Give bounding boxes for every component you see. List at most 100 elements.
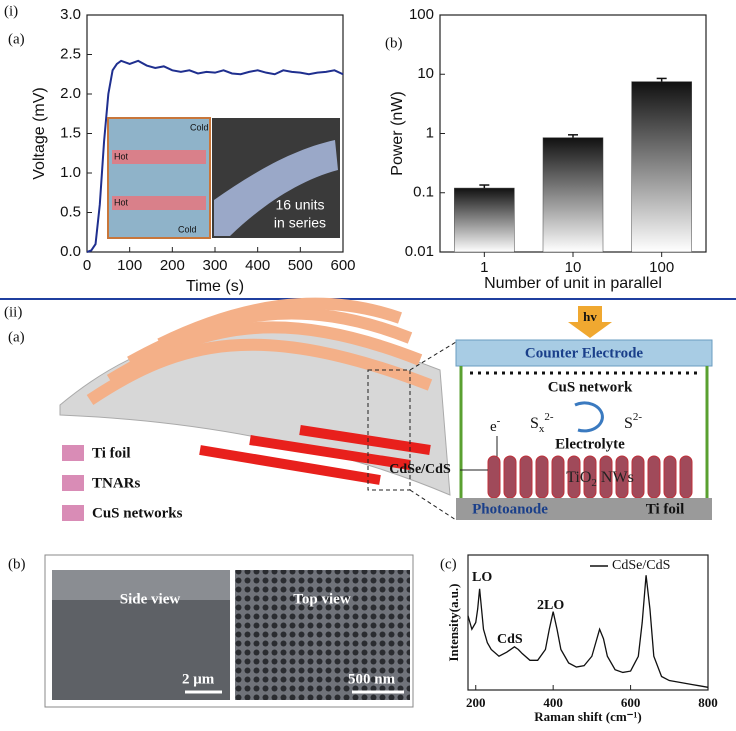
arm [214,140,338,236]
legend-swatch [62,505,84,521]
hot-band [112,196,206,210]
x-tick-label: 300 [202,257,227,274]
inset-label: Hot [114,151,129,161]
micrograph-label: Side view [120,591,181,607]
plot-frame [467,554,709,691]
y-tick-label: 3.0 [60,6,81,23]
x-tick-label: 100 [649,259,674,276]
y-axis-label: Power (nW) [389,91,406,175]
photoanode-label: Photoanode [472,501,548,517]
x-axis-label: Number of unit in parallel [484,275,662,292]
legend-label: CdSe/CdS [612,558,670,573]
x-tick-label: 10 [565,259,582,276]
micrograph-frame [44,554,414,708]
electrode-label: Counter Electrode [525,345,644,361]
tio2-label: TiO2 NWs [566,469,634,489]
legend-swatch [62,445,84,461]
y-tick-label: 1.5 [60,124,81,141]
stripe [86,338,433,405]
inset-label: Cold [190,122,209,132]
annotation: CdS [497,632,523,647]
x-tick-label: 400 [543,695,563,710]
stripe [299,425,431,455]
light-label: hv [583,309,597,324]
legend-label: TNARs [92,475,141,491]
side-top-edge [52,570,230,600]
annotation: LO [472,570,492,585]
x-tick-label: 600 [330,257,355,274]
panel-label: (i) [4,3,18,19]
y-tick-label: 10 [417,65,434,82]
data-line [467,575,709,688]
micrographs: Side view Top view 2 μm 500 nm [44,554,414,708]
pores [235,570,410,700]
panel-label: (b) [385,35,403,51]
cdse-label: CdSe/CdS [389,462,451,477]
legend-label: Ti foil [92,445,130,461]
x-tick-label: 400 [245,257,270,274]
light-arrow [568,306,612,338]
y-axis-label: Voltage (mV) [31,87,48,179]
y-tick-label: 2.5 [60,45,81,62]
legend-label: CuS networks [92,505,183,521]
panel-label: (ii) [4,304,22,320]
cus-label: CuS network [548,379,633,395]
stripe [199,445,381,485]
hot-band [112,150,206,164]
x-tick-label: 1 [480,259,488,276]
device-diagram: Ti foil TNARs CuS networks hv Counter El… [59,297,713,521]
redox-arrow [574,401,604,433]
y-tick-label: 0.0 [60,243,81,260]
inset: Cold Hot Hot Cold 16 units in series [107,117,340,239]
x-tick-label: 100 [117,257,142,274]
x-tick-label: 600 [621,695,641,710]
nanowires [487,455,693,499]
x-axis-label: Raman shift (cm⁻¹) [534,709,642,724]
panel-label: (a) [8,31,25,47]
panel-label: (a) [8,329,25,345]
inset-device [107,117,211,239]
ti-foil-label: Ti foil [646,501,684,517]
bar [454,187,515,253]
y-tick-label: 1.0 [60,164,81,181]
y-axis-label: Intensity(a.u.) [446,583,461,661]
x-tick-label: 200 [466,695,486,710]
x-tick-label: 200 [160,257,185,274]
bar [542,137,604,253]
y-tick-label: 2.0 [60,85,81,102]
zoom-box [367,369,411,491]
inset-caption: in series [274,215,326,231]
scale-label: 2 μm [182,671,215,687]
bar [631,81,692,253]
stripe [157,297,402,350]
legend-swatch [62,475,84,491]
y-tick-label: 100 [409,6,434,23]
ti-foil [456,498,712,520]
y-tick-label: 0.1 [413,184,434,201]
scale-label: 500 nm [348,671,396,687]
counter-electrode [455,339,713,367]
species: S2- [624,411,642,432]
electrolyte-label: Electrolyte [555,436,625,452]
x-tick-label: 800 [698,695,718,710]
x-tick-label: 500 [288,257,313,274]
panel-label: (b) [8,556,26,572]
x-axis-label: Time (s) [186,278,244,295]
stripe [249,435,411,470]
panel-label: (c) [440,556,457,572]
x-tick-label: 0 [83,257,91,274]
y-tick-label: 1 [426,124,434,141]
micrograph-label: Top view [293,591,351,607]
zoom-line [409,489,457,521]
y-tick-label: 0.5 [60,203,81,220]
zoom-line [409,341,457,371]
electron: e- [490,415,501,436]
inset-caption: 16 units [275,197,324,213]
annotation: 2LO [537,598,564,613]
y-tick-label: 0.01 [405,243,434,260]
species: Sx2- [530,411,554,435]
inset-label: Cold [178,224,197,234]
inset-label: Hot [114,197,129,207]
